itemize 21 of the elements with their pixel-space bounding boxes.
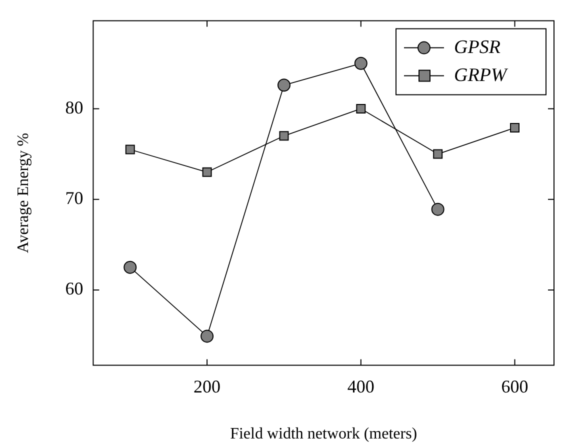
y-axis-title: Average Energy %: [14, 132, 32, 254]
point: [431, 202, 444, 216]
point: [510, 123, 520, 132]
point: [354, 56, 368, 70]
point: [124, 260, 137, 274]
point: [277, 78, 290, 92]
point: [356, 104, 366, 114]
x-axis-title: Field width network (meters): [230, 426, 418, 443]
y-tick-label: 70: [65, 188, 84, 208]
y-tick-label: 60: [65, 278, 84, 299]
y-tick-label: 80: [65, 97, 84, 118]
point: [200, 330, 214, 343]
x-tick-label: 200: [194, 376, 221, 397]
point: [202, 167, 212, 177]
point: [125, 144, 135, 154]
x-tick-label: 400: [347, 376, 374, 397]
legend-label: GPSR: [454, 36, 501, 58]
legend-label: GRPW: [454, 64, 509, 86]
x-tick-label: 600: [501, 376, 528, 397]
point: [279, 131, 289, 141]
point: [433, 149, 443, 159]
